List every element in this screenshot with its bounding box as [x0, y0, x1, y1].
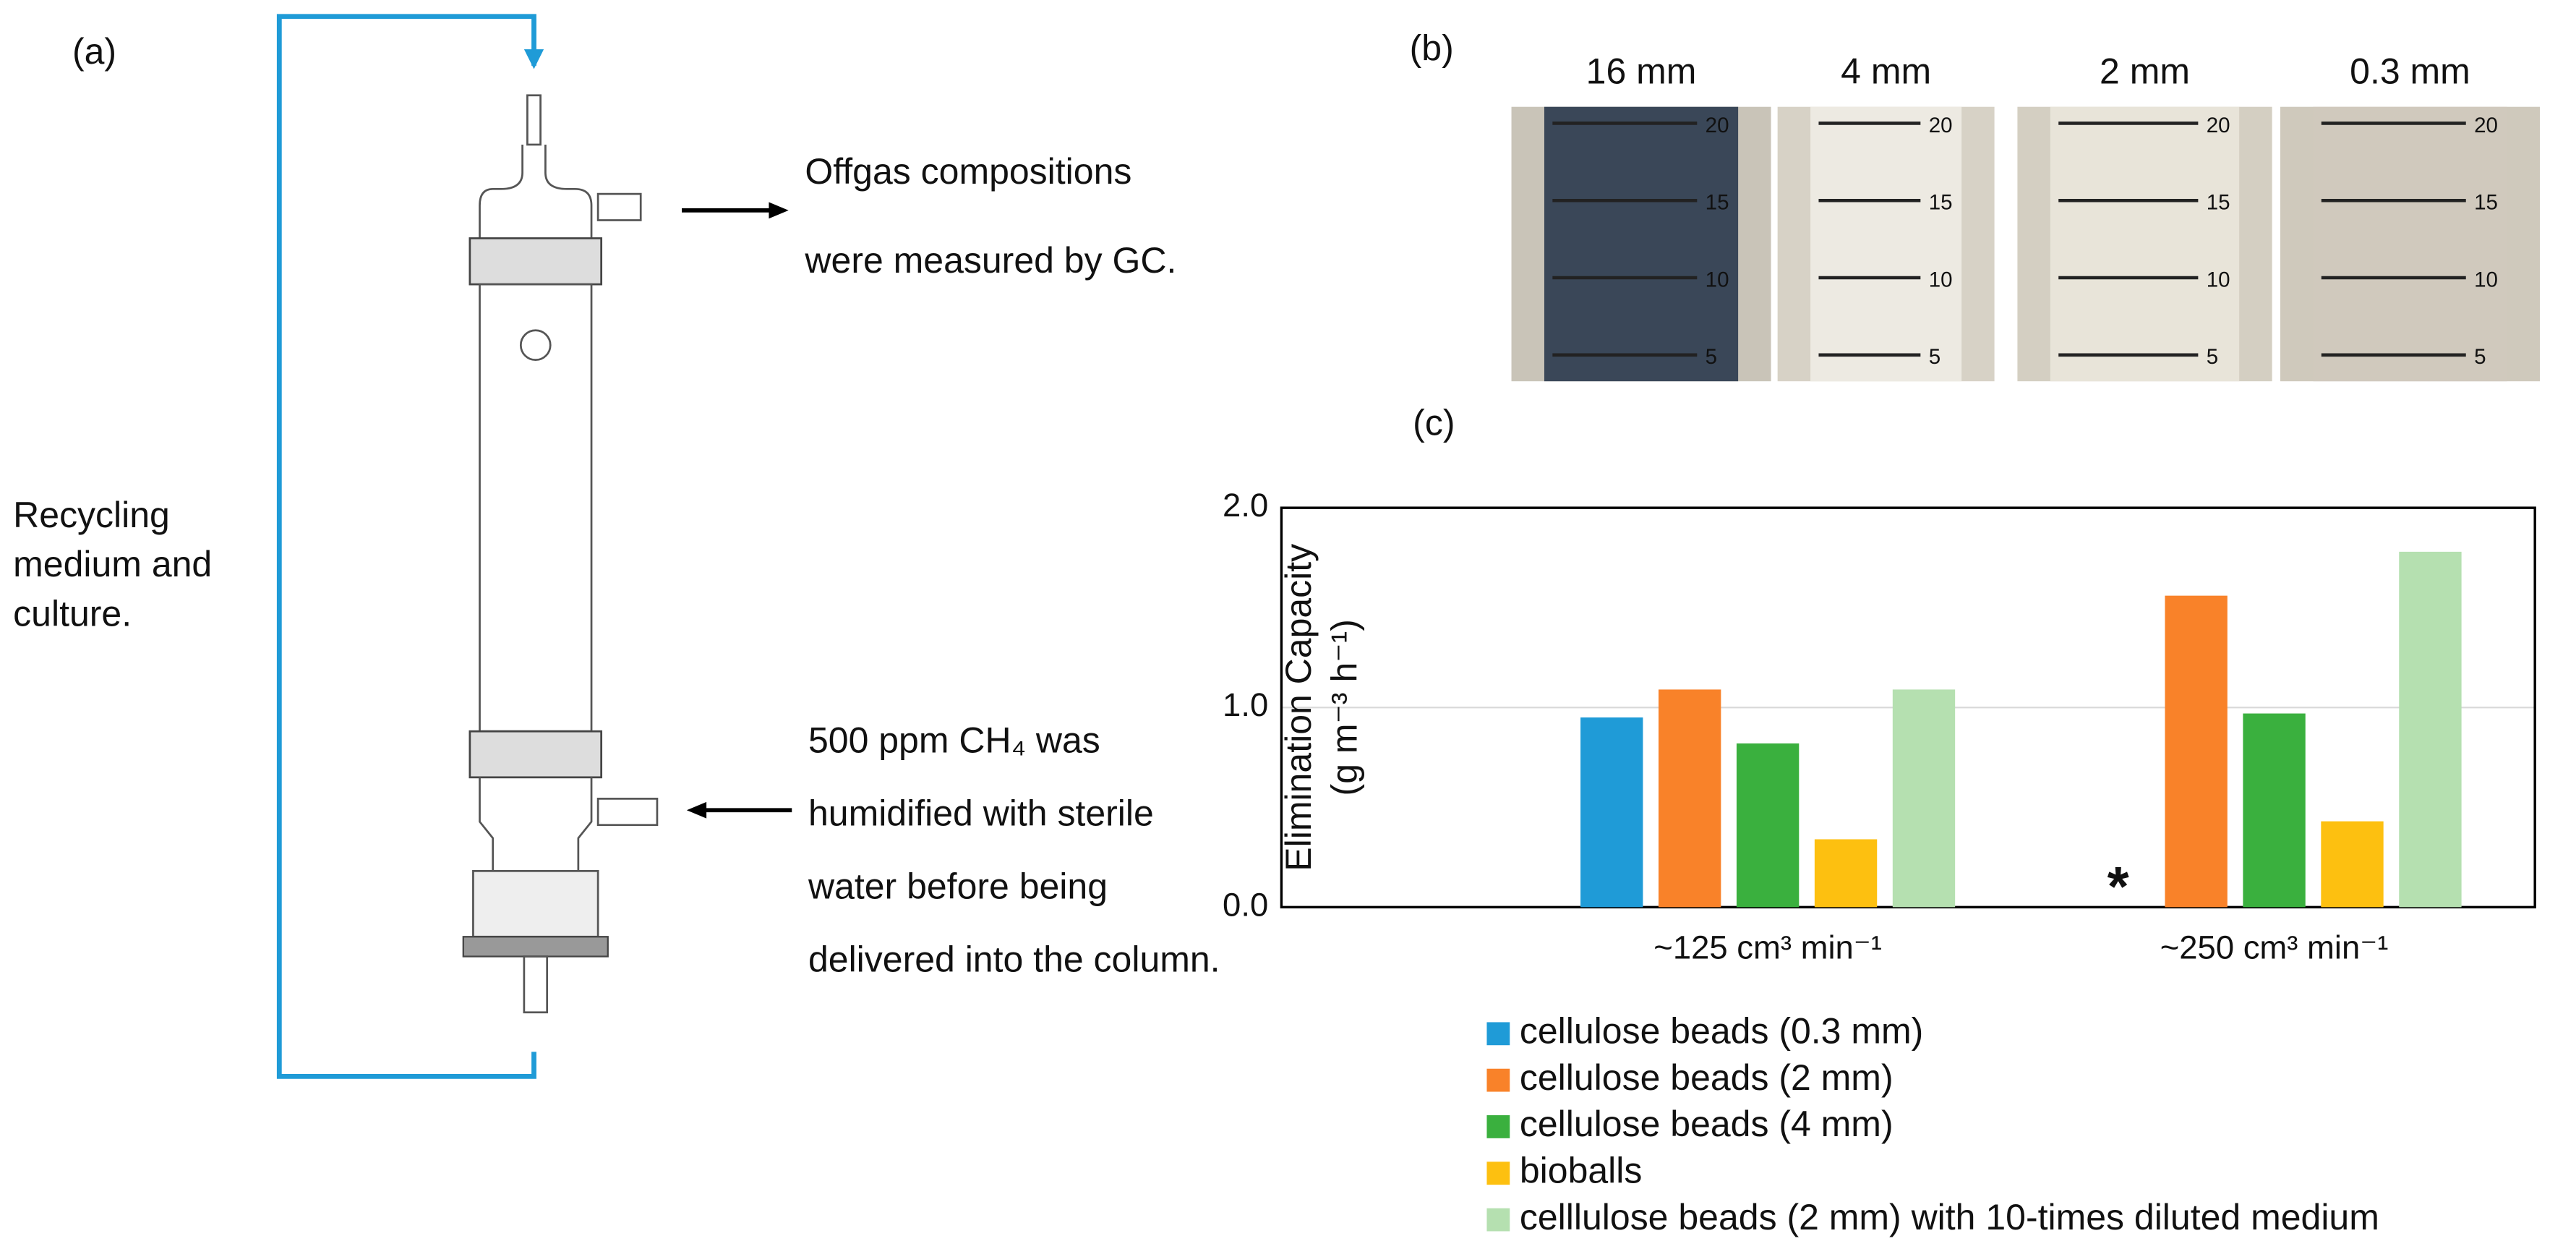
arrow-in-head — [686, 801, 707, 819]
scale-mark: 20 — [2207, 114, 2230, 137]
bar — [1892, 689, 1956, 908]
top-dome — [479, 144, 593, 239]
legend-swatch — [1486, 1068, 1510, 1092]
inlet-port — [596, 798, 659, 827]
recycle-loop — [276, 14, 536, 1079]
legend-label: cellulose beads (4 mm) — [1520, 1104, 1894, 1144]
note-line: medium and — [13, 544, 212, 584]
legend-swatch — [1486, 1022, 1510, 1046]
legend-label: bioballs — [1520, 1150, 1643, 1190]
scale-mark: 20 — [1706, 114, 1729, 137]
tube — [2313, 106, 2507, 382]
bar — [2165, 595, 2228, 908]
note-line: 500 ppm CH₄ was — [808, 720, 1100, 760]
tube — [2050, 106, 2240, 382]
bar — [1659, 689, 1721, 908]
tube — [1810, 106, 1962, 382]
clamp-top — [468, 237, 603, 286]
scale-mark: 10 — [2474, 268, 2498, 291]
legend-label: cellulose beads (0.3 mm) — [1520, 1011, 1923, 1052]
scale-mark: 5 — [1706, 345, 1717, 369]
photo-label: 0.3 mm — [2350, 51, 2470, 91]
legend-label: celllulose beads (2 mm) with 10-times di… — [1520, 1197, 2379, 1237]
clamp-bottom — [468, 730, 603, 779]
x-tick-label: ~250 cm³ min⁻¹ — [2160, 929, 2389, 965]
scale-mark: 15 — [1929, 191, 1953, 215]
bar — [1814, 839, 1878, 908]
panel-label: (c) — [1413, 403, 1455, 443]
note-line: Recycling — [13, 495, 170, 535]
column-neck — [479, 777, 593, 871]
bar — [2399, 551, 2462, 908]
panel-label: (b) — [1410, 28, 1454, 69]
note-line: humidified with sterile — [808, 793, 1154, 833]
scale-mark: 20 — [1929, 114, 1953, 137]
note-line: Offgas compositions — [805, 151, 1131, 192]
panel-label: (a) — [72, 31, 116, 72]
legend-label: cellulose beads (2 mm) — [1520, 1057, 1894, 1098]
scale-mark: 10 — [1929, 268, 1953, 291]
top-port — [526, 94, 542, 146]
y-axis-label: (g m⁻³ h⁻¹) — [1325, 619, 1365, 796]
scale-mark: 5 — [2474, 345, 2486, 369]
photo-label: 2 mm — [2100, 51, 2190, 91]
photo-label: 4 mm — [1841, 51, 1931, 91]
scale-mark: 5 — [2207, 345, 2218, 369]
recycle-arrow — [523, 49, 544, 69]
cap — [462, 936, 609, 958]
logo — [519, 329, 552, 362]
scale-mark: 20 — [2474, 114, 2498, 137]
bar — [1736, 743, 1800, 908]
bottom-port — [523, 955, 549, 1014]
annotation: * — [2108, 856, 2129, 918]
legend-swatch — [1486, 1115, 1510, 1138]
note-line: water before being — [808, 866, 1108, 907]
scale-mark: 10 — [2207, 268, 2230, 291]
y-tick-label: 1.0 — [1223, 686, 1268, 723]
legend-swatch — [1486, 1161, 1510, 1185]
note-line: culture. — [13, 593, 132, 634]
column-diagram — [276, 14, 792, 1079]
note-line: were measured by GC. — [804, 240, 1176, 281]
x-tick-label: ~125 cm³ min⁻¹ — [1653, 929, 1882, 965]
arrow-out-head — [769, 202, 789, 219]
y-axis-label: Elimination Capacity — [1278, 544, 1319, 871]
photo-label: 16 mm — [1586, 51, 1697, 91]
y-tick-label: 2.0 — [1223, 487, 1268, 524]
tube — [1544, 106, 1739, 382]
scale-mark: 15 — [1706, 191, 1729, 215]
column-body — [479, 283, 593, 733]
bar — [1580, 717, 1643, 908]
scale-mark: 15 — [2207, 191, 2230, 215]
bar — [2321, 821, 2384, 908]
scale-mark: 5 — [1929, 345, 1940, 369]
scale-mark: 10 — [1706, 268, 1729, 291]
legend-swatch — [1486, 1208, 1510, 1232]
offgas-port — [596, 192, 642, 221]
scale-mark: 15 — [2474, 191, 2498, 215]
y-tick-label: 0.0 — [1223, 886, 1268, 923]
bar — [2243, 713, 2306, 908]
note-line: delivered into the column. — [808, 939, 1220, 980]
thread — [472, 869, 599, 938]
